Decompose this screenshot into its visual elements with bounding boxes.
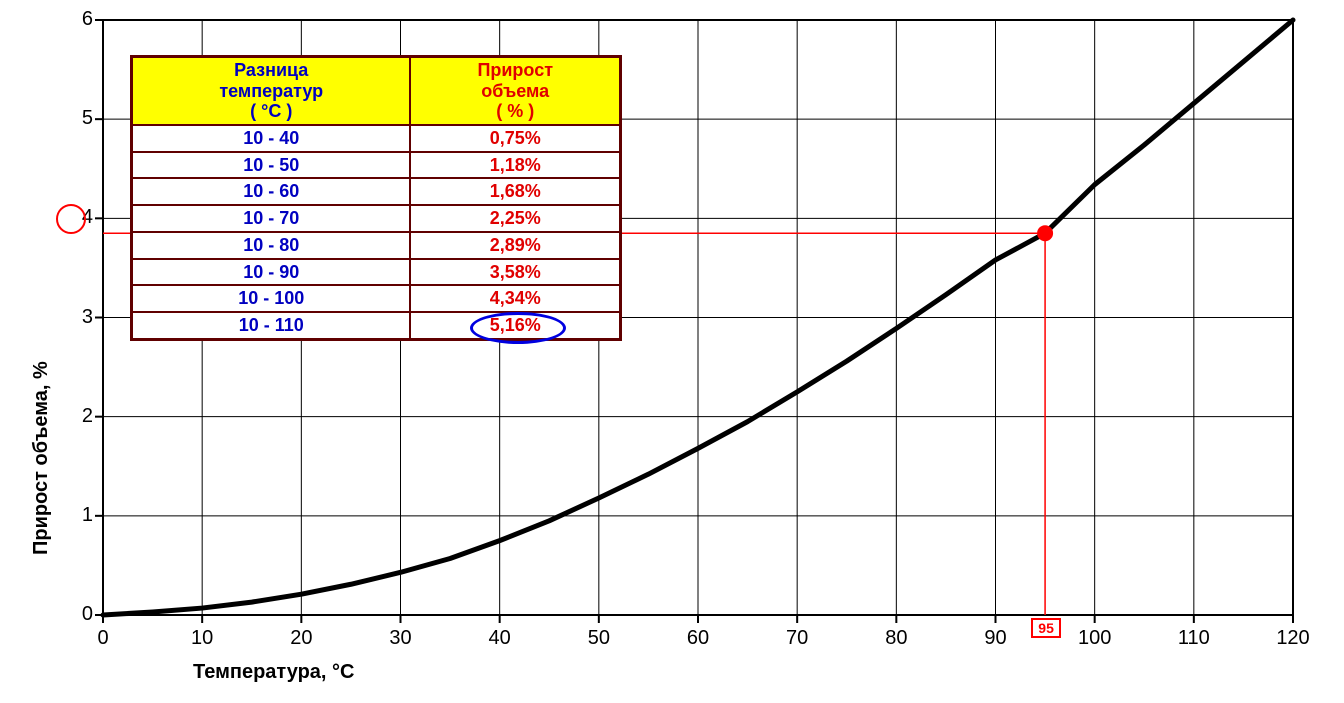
x-axis-label: Температура, °C xyxy=(193,661,354,684)
y-tick: 2 xyxy=(63,405,93,428)
table-cell: 3,58% xyxy=(410,259,620,286)
table-header: Разницатемператур( °C ) xyxy=(132,57,411,126)
table-cell: 4,34% xyxy=(410,285,620,312)
y-tick: 6 xyxy=(63,8,93,31)
x-tick: 110 xyxy=(1174,627,1214,650)
chart-container: { "chart":{ "type":"line", "plot":{"left… xyxy=(0,0,1344,703)
y-axis-label: Прирост объема, % xyxy=(30,361,53,555)
table-cell: 10 - 70 xyxy=(132,205,411,232)
x-tick: 30 xyxy=(381,627,421,650)
x-tick: 70 xyxy=(777,627,817,650)
table-cell: 10 - 110 xyxy=(132,312,411,339)
table-cell: 10 - 50 xyxy=(132,152,411,179)
y-tick: 0 xyxy=(63,603,93,626)
table-cell: 10 - 40 xyxy=(132,125,411,152)
table-cell: 10 - 60 xyxy=(132,178,411,205)
table-cell: 2,25% xyxy=(410,205,620,232)
x-tick: 60 xyxy=(678,627,718,650)
x-marker-box: 95 xyxy=(1031,618,1061,638)
table-header: Приростобъема( % ) xyxy=(410,57,620,126)
x-tick: 10 xyxy=(182,627,222,650)
x-tick: 50 xyxy=(579,627,619,650)
data-table: Разницатемператур( °C )Приростобъема( % … xyxy=(130,55,622,341)
table-cell: 10 - 100 xyxy=(132,285,411,312)
x-tick: 40 xyxy=(480,627,520,650)
table-cell: 0,75% xyxy=(410,125,620,152)
table-cell: 10 - 80 xyxy=(132,232,411,259)
y-tick: 5 xyxy=(63,107,93,130)
table-cell: 1,68% xyxy=(410,178,620,205)
x-tick: 90 xyxy=(976,627,1016,650)
table-cell: 1,18% xyxy=(410,152,620,179)
x-tick: 20 xyxy=(281,627,321,650)
y-tick: 3 xyxy=(63,306,93,329)
x-tick: 100 xyxy=(1075,627,1115,650)
x-tick: 120 xyxy=(1273,627,1313,650)
y-tick: 1 xyxy=(63,504,93,527)
table-cell: 2,89% xyxy=(410,232,620,259)
x-tick: 80 xyxy=(876,627,916,650)
x-tick: 0 xyxy=(83,627,123,650)
table-cell: 10 - 90 xyxy=(132,259,411,286)
